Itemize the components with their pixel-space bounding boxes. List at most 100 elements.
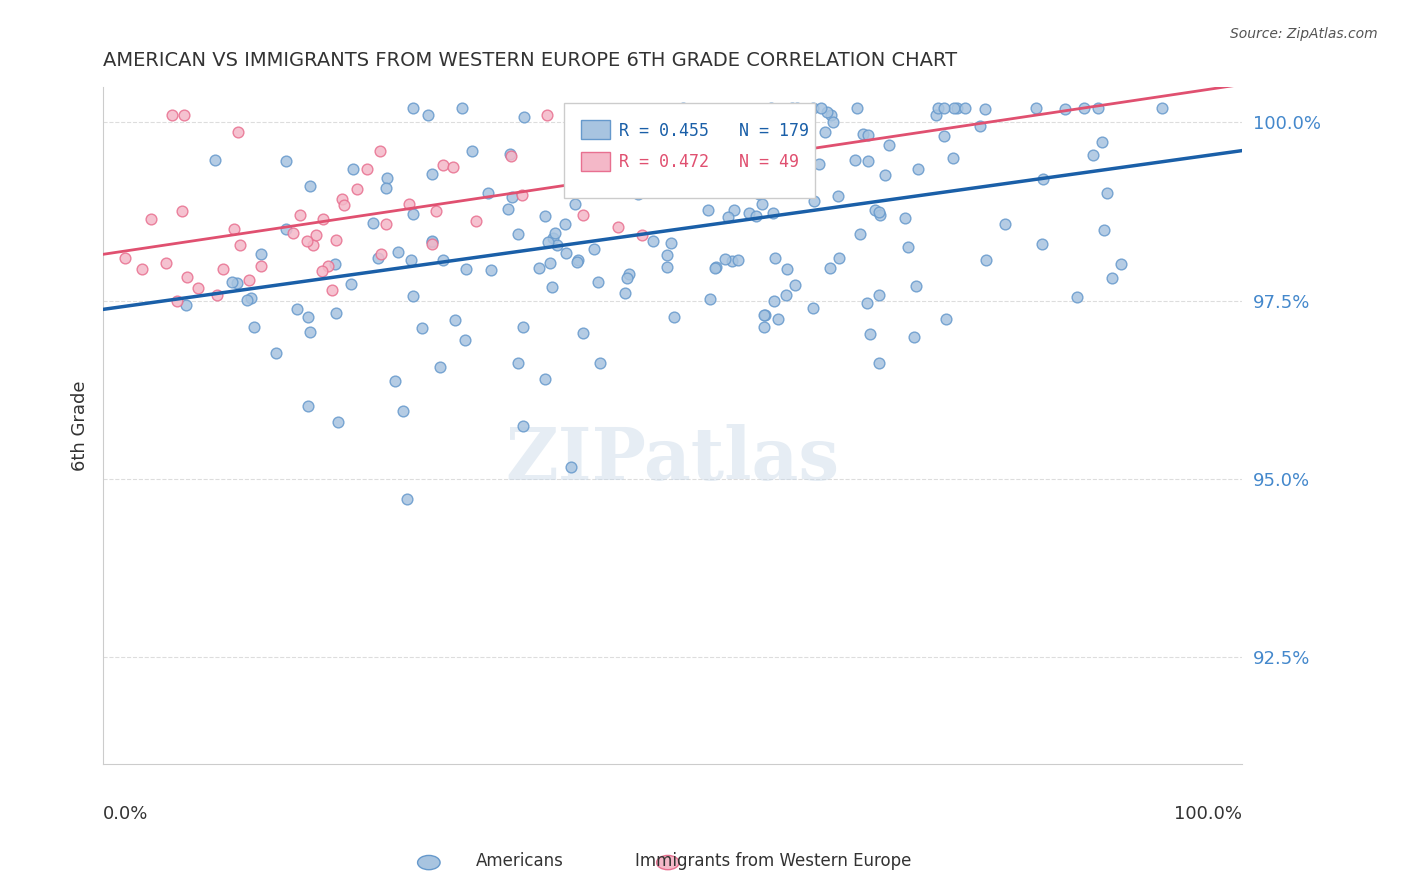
Point <box>302 238 325 252</box>
Point <box>586 149 609 163</box>
Bar <box>581 120 610 139</box>
Point <box>398 197 420 211</box>
Point <box>513 110 536 124</box>
Point <box>935 312 957 326</box>
Point <box>441 161 464 175</box>
Point <box>943 101 966 115</box>
Point <box>696 202 718 217</box>
Point <box>820 108 842 122</box>
Point <box>752 308 775 322</box>
Point <box>170 204 193 219</box>
Point <box>1150 101 1173 115</box>
Point <box>544 227 567 241</box>
Point <box>1109 257 1132 271</box>
Point <box>815 104 838 119</box>
Point <box>1066 290 1088 304</box>
Point <box>501 190 523 204</box>
Point <box>927 101 949 115</box>
Point <box>762 205 785 219</box>
Point <box>1083 147 1105 161</box>
Point <box>374 181 396 195</box>
Point <box>375 171 398 186</box>
Point <box>538 256 561 270</box>
Point <box>370 247 392 261</box>
Point <box>859 326 882 341</box>
Point <box>131 262 153 277</box>
Point <box>803 194 825 208</box>
Point <box>204 153 226 167</box>
Point <box>323 257 346 271</box>
Point <box>697 115 720 129</box>
Point <box>607 219 630 234</box>
Point <box>613 285 636 300</box>
Point <box>238 273 260 287</box>
Point <box>631 228 654 243</box>
Point <box>297 400 319 414</box>
Point <box>228 125 250 139</box>
Point <box>827 189 849 203</box>
Point <box>311 264 333 278</box>
Point <box>1032 171 1054 186</box>
Point <box>579 169 602 183</box>
Point <box>527 260 550 275</box>
Point <box>499 147 522 161</box>
Text: AMERICAN VS IMMIGRANTS FROM WESTERN EUROPE 6TH GRADE CORRELATION CHART: AMERICAN VS IMMIGRANTS FROM WESTERN EURO… <box>103 51 957 70</box>
Point <box>139 212 162 227</box>
FancyBboxPatch shape <box>564 103 814 198</box>
Point <box>946 101 969 115</box>
Point <box>974 252 997 267</box>
Point <box>801 101 824 115</box>
Point <box>363 216 385 230</box>
Point <box>498 202 520 216</box>
Point <box>775 142 797 156</box>
Point <box>582 243 605 257</box>
Point <box>721 253 744 268</box>
Point <box>823 115 845 129</box>
Point <box>506 356 529 370</box>
Point <box>325 306 347 320</box>
Point <box>464 214 486 228</box>
Point <box>571 326 593 340</box>
Point <box>846 101 869 115</box>
Point <box>554 246 576 260</box>
Point <box>934 101 956 115</box>
Point <box>745 209 768 223</box>
Point <box>554 217 576 231</box>
Point <box>723 145 745 159</box>
Point <box>602 127 624 141</box>
Point <box>250 247 273 261</box>
Point <box>858 128 880 143</box>
Point <box>565 255 588 269</box>
Point <box>589 357 612 371</box>
Point <box>560 459 582 474</box>
Point <box>444 313 467 327</box>
Point <box>942 151 965 165</box>
Point <box>401 101 423 115</box>
Point <box>868 205 890 219</box>
Point <box>868 356 890 370</box>
Point <box>852 128 875 142</box>
Point <box>672 101 695 115</box>
Point <box>655 248 678 262</box>
Point <box>655 260 678 274</box>
Point <box>211 262 233 277</box>
Point <box>873 168 896 182</box>
Point <box>578 169 600 184</box>
Point <box>616 271 638 285</box>
Point <box>274 222 297 236</box>
Point <box>925 108 948 122</box>
Point <box>508 227 530 242</box>
Point <box>328 415 350 429</box>
Point <box>786 101 808 115</box>
Point <box>429 360 451 375</box>
Bar <box>581 153 610 171</box>
Point <box>392 404 415 418</box>
Point <box>761 127 783 141</box>
Point <box>285 302 308 317</box>
Point <box>1025 101 1047 115</box>
Text: Source: ZipAtlas.com: Source: ZipAtlas.com <box>1230 27 1378 41</box>
Point <box>221 275 243 289</box>
Point <box>384 374 406 388</box>
Text: 100.0%: 100.0% <box>1174 805 1241 823</box>
Point <box>661 235 683 250</box>
